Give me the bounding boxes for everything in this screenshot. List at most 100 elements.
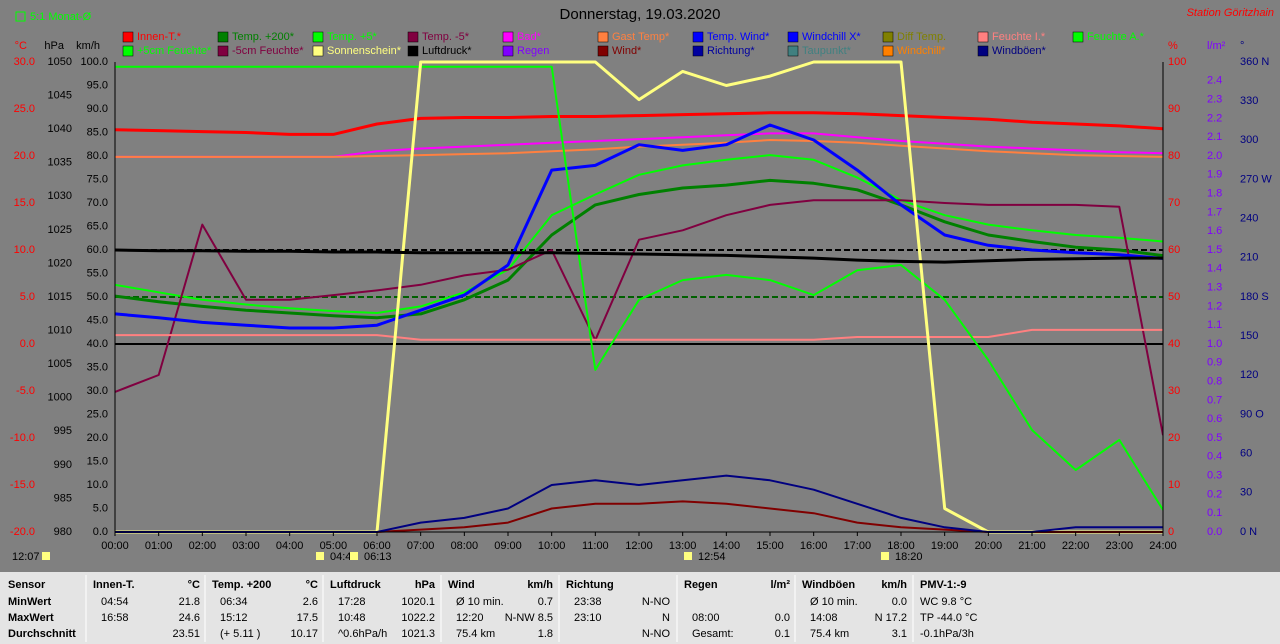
y-tick-label: 300: [1240, 134, 1258, 146]
series-line: [115, 154, 1163, 314]
stats-cell-value: 1022.2: [401, 612, 435, 624]
legend-label: Sonnenschein*: [327, 45, 402, 57]
y-tick-label: 2.3: [1207, 94, 1222, 106]
stats-cell-label: 10:48: [338, 612, 366, 624]
legend-swatch: [312, 31, 324, 43]
axis-title: l/m²: [1207, 40, 1226, 52]
y-tick-label: 85.0: [87, 126, 108, 138]
y-tick-label: 15.0: [87, 455, 108, 467]
y-tick-label: 1.8: [1207, 188, 1222, 200]
x-tick-label: 19:00: [931, 540, 959, 552]
stats-column-title: Richtung: [566, 579, 614, 591]
y-tick-label: 1040: [48, 123, 72, 135]
x-tick-label: 05:00: [320, 540, 348, 552]
x-tick-label: 07:00: [407, 540, 435, 552]
x-tick-label: 04:00: [276, 540, 304, 552]
y-tick-label: 80: [1168, 150, 1180, 162]
time-annotation: 06:13: [364, 551, 392, 563]
stats-cell-label: -0.1hPa/3h: [920, 628, 974, 640]
y-tick-label: 10.0: [14, 244, 35, 256]
y-tick-label: 90: [1168, 103, 1180, 115]
y-tick-label: 180 S: [1240, 291, 1269, 303]
y-tick-label: -20.0: [10, 526, 35, 538]
stats-cell-value: N-NW 8.5: [505, 612, 553, 624]
y-tick-label: 1020: [48, 257, 72, 269]
series-line: [115, 111, 1163, 136]
stats-cell-label: 75.4 km: [456, 628, 495, 640]
time-marker: [42, 552, 50, 560]
period: 5:1 Monat-Ø: [30, 11, 92, 23]
y-tick-label: 995: [54, 425, 72, 437]
y-tick-label: 70.0: [87, 197, 108, 209]
stats-unit: l/m²: [770, 579, 790, 591]
y-tick-label: 30: [1240, 487, 1252, 499]
axis-title: hPa: [44, 40, 64, 52]
axis-title: °C: [15, 40, 27, 52]
series-line: [115, 139, 1163, 158]
y-tick-label: -5.0: [16, 385, 35, 397]
y-tick-label: 1045: [48, 89, 72, 101]
chart-title: Donnerstag, 19.03.2020: [560, 6, 721, 23]
y-tick-label: 60: [1240, 448, 1252, 460]
stats-cell-value: 17.5: [297, 612, 318, 624]
stats-cell-label: TP -44.0 °C: [920, 612, 977, 624]
legend-swatch: [1072, 31, 1084, 43]
legend-label: Feuchte I.*: [992, 31, 1046, 43]
y-tick-label: 1.9: [1207, 169, 1222, 181]
y-tick-label: 1.7: [1207, 206, 1222, 218]
stats-row-label: Durchschnitt: [8, 628, 76, 640]
legend-swatch: [502, 31, 514, 43]
y-tick-label: 0.0: [20, 338, 35, 350]
y-tick-label: 90 O: [1240, 408, 1264, 420]
time-marker: [684, 552, 692, 560]
axis-title: km/h: [76, 40, 100, 52]
period-icon: [15, 11, 26, 22]
x-tick-label: 01:00: [145, 540, 173, 552]
y-tick-label: 20: [1168, 432, 1180, 444]
stats-cell-value: 0.0: [775, 612, 790, 624]
y-tick-label: 0.7: [1207, 394, 1222, 406]
y-tick-label: 0.3: [1207, 470, 1222, 482]
legend-label: Temp. +5*: [327, 31, 378, 43]
stats-cell-value: 23.51: [172, 628, 200, 640]
x-tick-label: 24:00: [1149, 540, 1177, 552]
y-tick-label: 80.0: [87, 150, 108, 162]
stats-column-title: PMV-1:-9: [920, 579, 966, 591]
axis-title: %: [1168, 40, 1178, 52]
stats-cell-label: Ø 10 min.: [810, 596, 858, 608]
time-annotation: 12:54: [698, 551, 726, 563]
legend-label: Gast Temp*: [612, 31, 670, 43]
legend-label: Richtung*: [707, 45, 755, 57]
stats-column-title: Temp. +200: [212, 579, 271, 591]
stats-cell-value: 1.8: [538, 628, 553, 640]
stats-cell-label: 12:20: [456, 612, 484, 624]
x-tick-label: 18:00: [887, 540, 915, 552]
x-tick-label: 12:00: [625, 540, 653, 552]
y-tick-label: 30: [1168, 385, 1180, 397]
y-tick-label: -10.0: [10, 432, 35, 444]
stats-cell-label: Ø 10 min.: [456, 596, 504, 608]
station: Station Göritzhain: [1187, 7, 1274, 19]
legend-swatch: [692, 31, 704, 43]
time-annotation: 18:20: [895, 551, 923, 563]
y-tick-label: 1.5: [1207, 244, 1222, 256]
stats-cell-label: 08:00: [692, 612, 720, 624]
x-tick-label: 10:00: [538, 540, 566, 552]
series-line: [115, 123, 1163, 330]
legend-swatch: [217, 31, 229, 43]
y-tick-label: 1.6: [1207, 225, 1222, 237]
time-marker: [316, 552, 324, 560]
y-tick-label: 270 W: [1240, 173, 1272, 185]
x-tick-label: 14:00: [713, 540, 741, 552]
stats-unit: °C: [188, 579, 200, 591]
stats-panel: [0, 572, 1280, 644]
stats-cell-label: WC 9.8 °C: [920, 596, 972, 608]
y-tick-label: 20.0: [87, 432, 108, 444]
x-tick-label: 23:00: [1106, 540, 1134, 552]
stats-cell-value: 0.1: [775, 628, 790, 640]
y-tick-label: 0.8: [1207, 376, 1222, 388]
y-tick-label: 30.0: [14, 56, 35, 68]
y-tick-label: 990: [54, 459, 72, 471]
legend-swatch: [217, 45, 229, 57]
